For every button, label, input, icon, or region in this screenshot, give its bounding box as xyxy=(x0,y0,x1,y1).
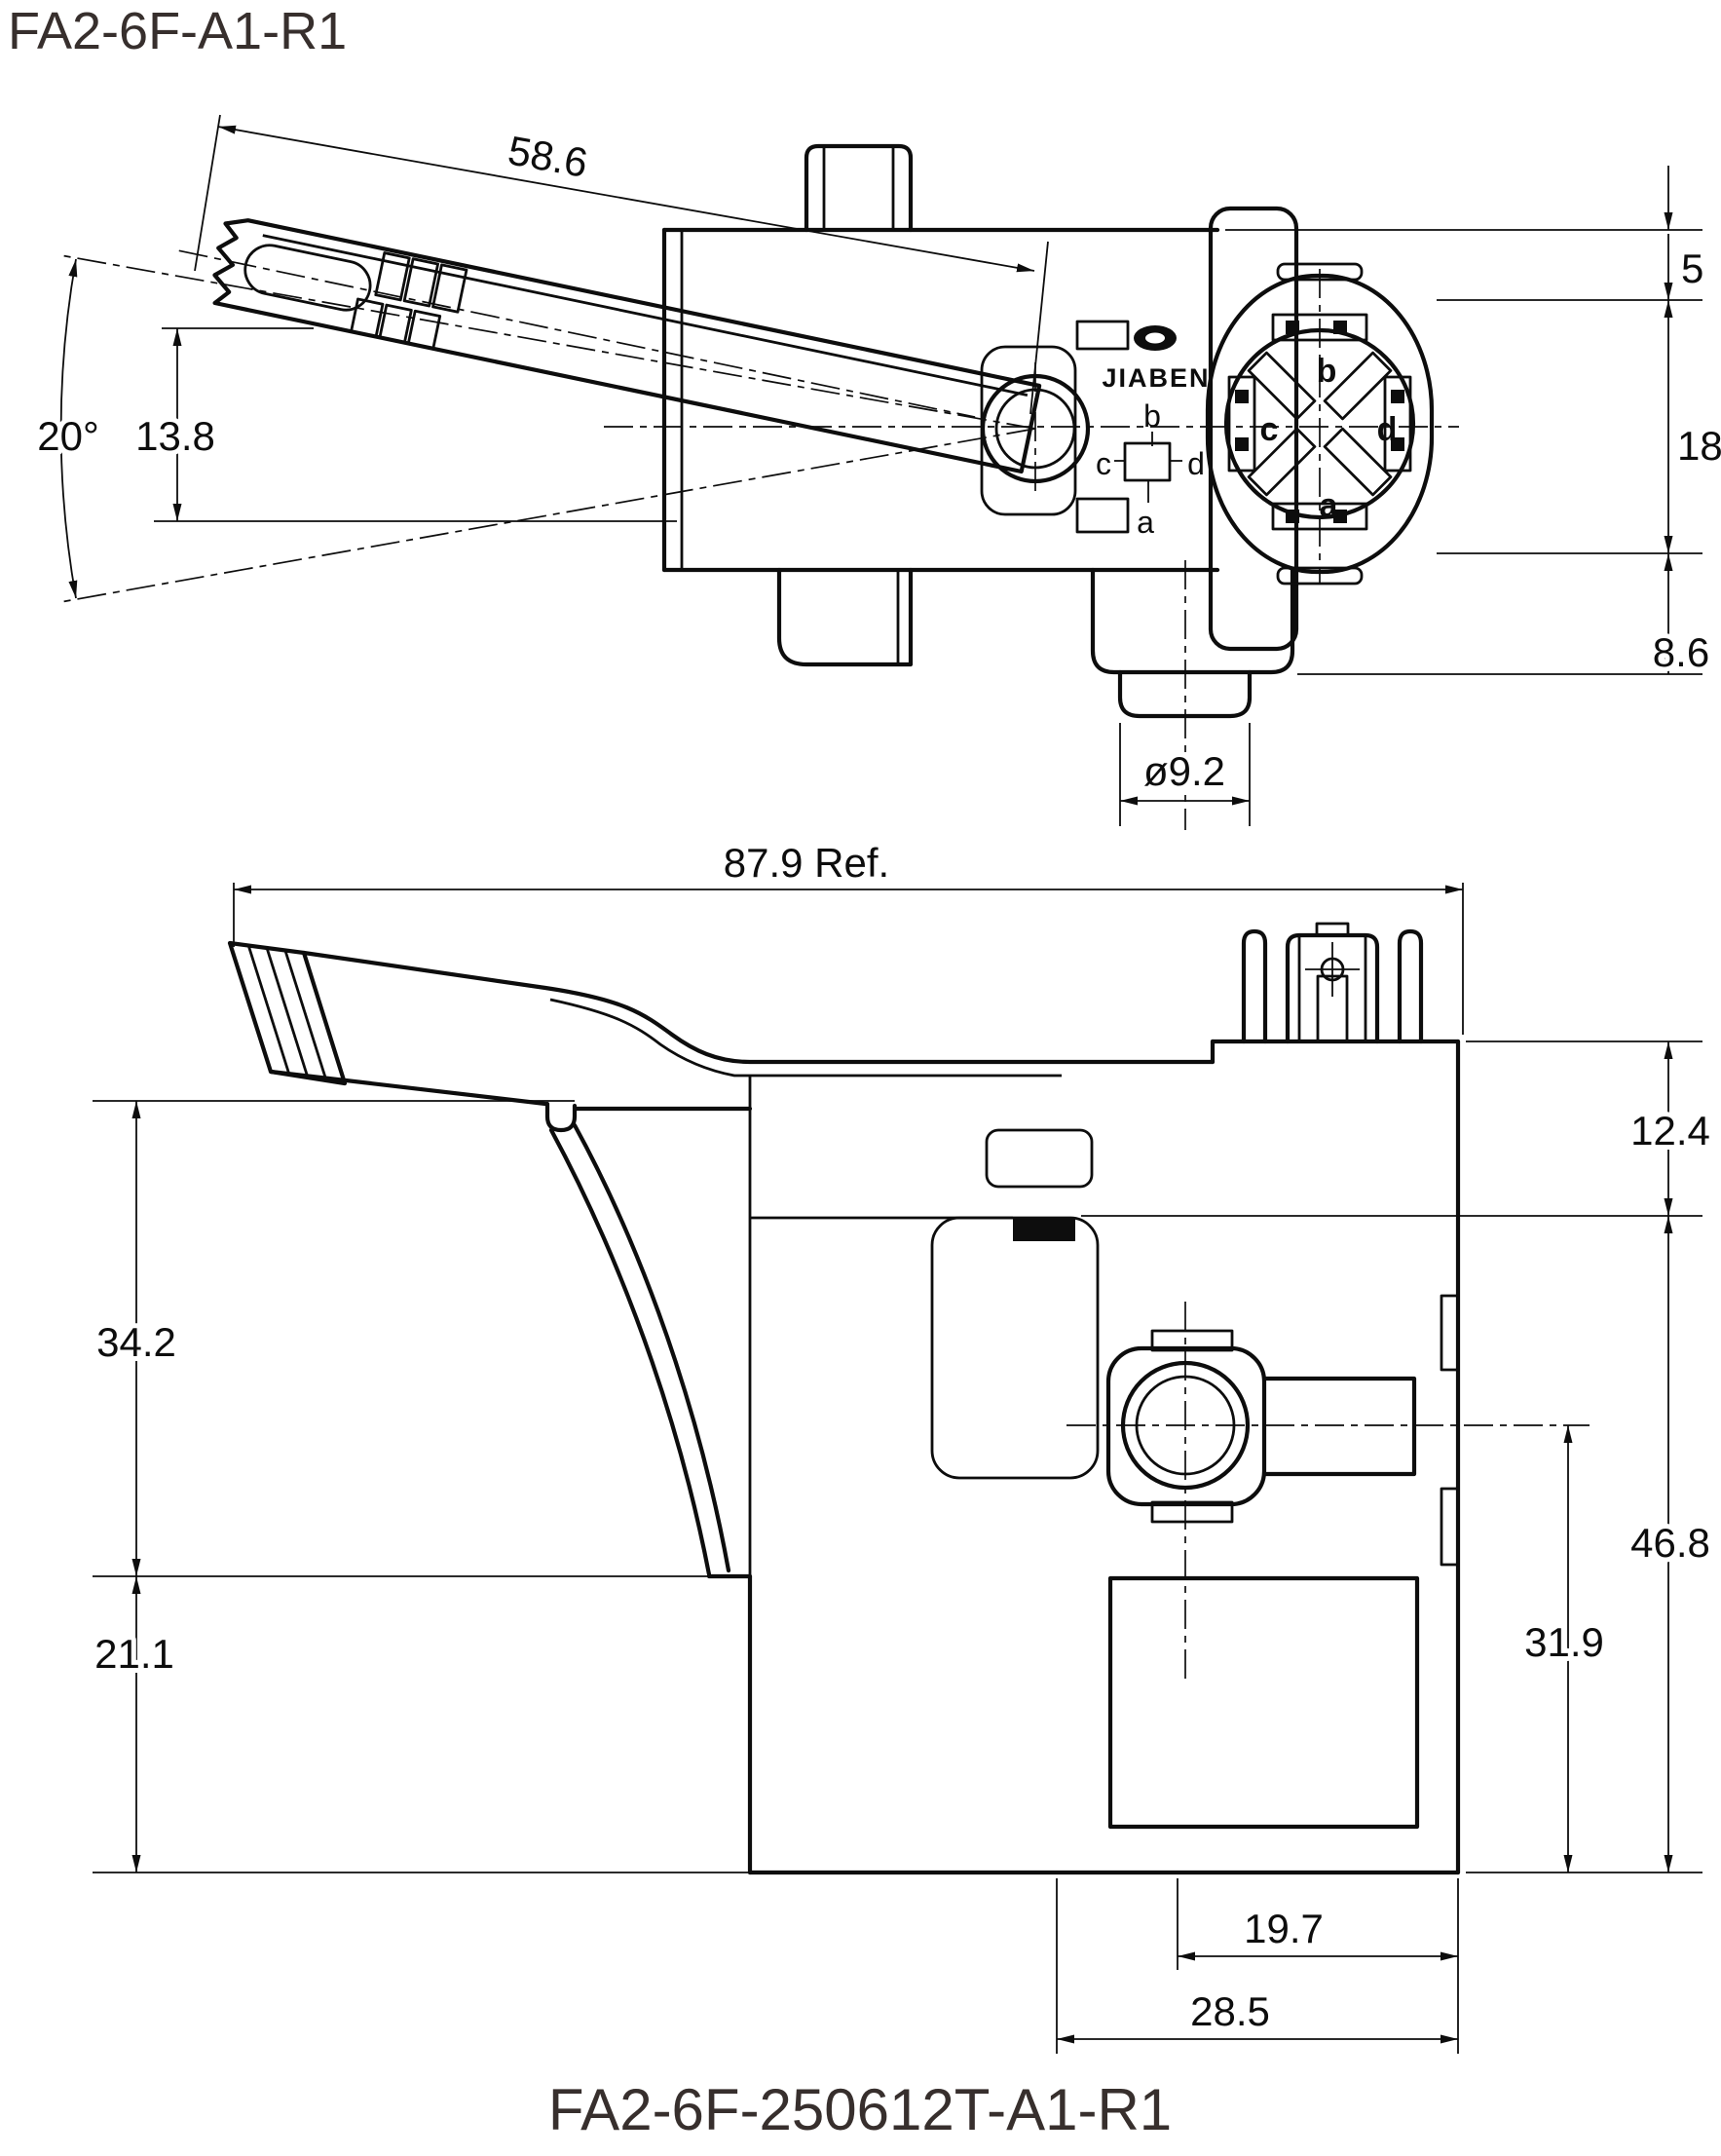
dim-mount-span: 28.5 xyxy=(1190,1988,1270,2034)
dimension-lever-length: 58.6 xyxy=(194,114,1049,415)
pin-legend-d: d xyxy=(1187,446,1205,481)
dimension-boss-diameter: ø9.2 xyxy=(1119,723,1251,826)
dimension-sweep-angle: 20° xyxy=(32,258,104,599)
dim-upper-height: 34.2 xyxy=(96,1319,176,1365)
sweep-ray-upper xyxy=(59,254,1036,430)
dim-overall-length: 87.9 Ref. xyxy=(724,840,889,886)
trigger-lever xyxy=(178,218,1042,474)
dim-body-height: 46.8 xyxy=(1630,1520,1710,1566)
dim-sweep-angle: 20° xyxy=(37,413,99,459)
dim-lever-length: 58.6 xyxy=(505,127,591,185)
mount-tab-bottom xyxy=(776,567,914,667)
dimension-overall-length: 87.9 Ref. xyxy=(233,835,1464,1035)
guard-curve-inner xyxy=(572,1122,731,1573)
dimension-left-side-stack: 34.2 21.1 xyxy=(90,1100,750,1873)
dim-center-height: 31.9 xyxy=(1524,1619,1604,1665)
dim-lower-height: 21.1 xyxy=(94,1631,174,1677)
trigger-pad xyxy=(227,940,348,1086)
body-window xyxy=(1107,1575,1420,1830)
mount-tab-top xyxy=(804,143,914,233)
face-pin-d: d xyxy=(1377,411,1398,448)
dim-top-to-center: 12.4 xyxy=(1630,1108,1710,1154)
lever-top-edge xyxy=(301,950,1216,1065)
pivot-boss-side xyxy=(1066,1302,1590,1685)
dim-lever-height: 13.8 xyxy=(135,413,215,459)
lever-top-inner-edge xyxy=(549,998,1062,1078)
boss-step xyxy=(1090,567,1295,675)
pin-legend: b c d a xyxy=(1096,398,1205,540)
part-number-bottom: FA2-6F-250612T-A1-R1 xyxy=(548,2077,1172,2142)
guard-curve-outer xyxy=(548,1127,712,1577)
pin-legend-c: c xyxy=(1096,446,1111,481)
connector-face: b c d a xyxy=(1205,206,1435,652)
side-view: 87.9 Ref. 12.4 46.8 31.9 34.2 21.1 xyxy=(90,835,1715,2054)
sweep-ray-lower xyxy=(59,428,1036,603)
dimension-right-stack: 5 18 8.6 xyxy=(1225,166,1721,680)
lever-hook xyxy=(544,1101,578,1133)
switch-body-side-view xyxy=(706,1039,1461,1875)
switch-body-top-view: JIABEN b c d a xyxy=(661,143,1295,830)
dim-pin-span: 19.7 xyxy=(1244,1906,1324,1951)
part-number-top: FA2-6F-A1-R1 xyxy=(8,2,347,60)
dim-boss-diameter: ø9.2 xyxy=(1143,748,1225,794)
face-pin-a: a xyxy=(1320,487,1339,524)
dim-boss-offset: 8.6 xyxy=(1653,629,1709,675)
pin-legend-a: a xyxy=(1137,505,1154,540)
lever-bottom-edge xyxy=(268,1069,548,1107)
face-pin-c: c xyxy=(1260,411,1279,448)
dimension-lever-height: 13.8 xyxy=(131,327,677,522)
boss-stub xyxy=(1261,1376,1417,1477)
lever-slot xyxy=(243,244,372,312)
face-pin-b: b xyxy=(1317,353,1337,390)
dim-mount-offset: 5 xyxy=(1681,246,1703,291)
top-view: JIABEN b c d a xyxy=(32,114,1721,830)
dimension-right-side-stack: 12.4 46.8 31.9 xyxy=(1081,1040,1715,1873)
connector-pins xyxy=(1241,922,1424,1044)
dim-connector-height: 18 xyxy=(1677,423,1721,469)
brand-label: JIABEN xyxy=(1102,363,1210,393)
pin-legend-b: b xyxy=(1143,398,1161,434)
dimension-bottom-stack: 19.7 28.5 xyxy=(1056,1878,1459,2054)
